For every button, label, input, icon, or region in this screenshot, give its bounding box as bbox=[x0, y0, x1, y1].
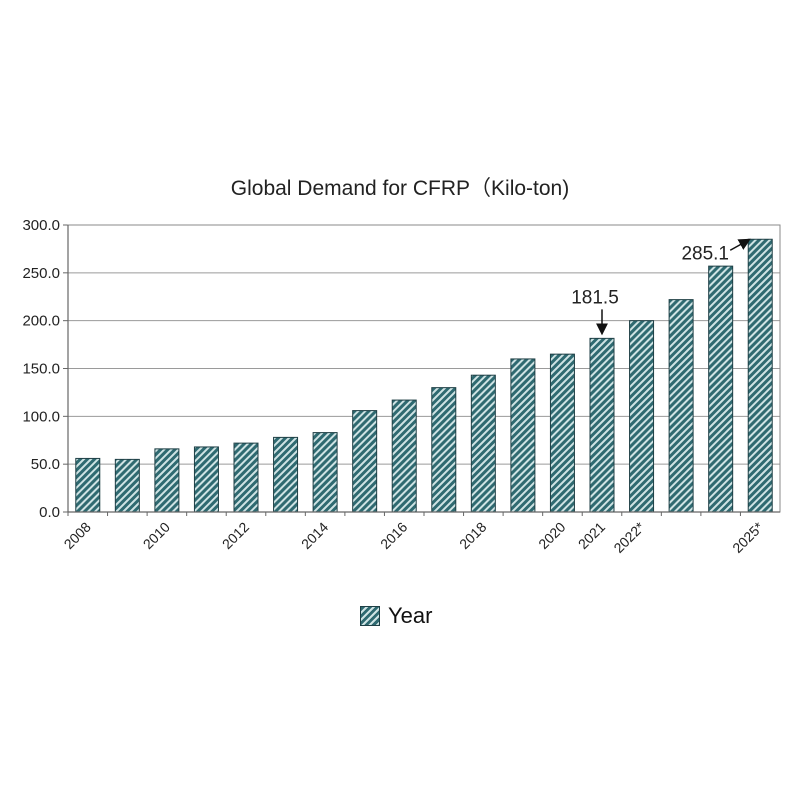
bar-2023 bbox=[668, 299, 694, 513]
x-tick-label: 2016 bbox=[377, 519, 410, 552]
x-tick-labels: 2008 2010 2012 2014 2016 2018 2020 2021 2022* 202… bbox=[61, 518, 767, 556]
bar-2016 bbox=[391, 399, 417, 513]
x-tick-label: 2010 bbox=[140, 519, 173, 552]
annotation-label: 181.5 bbox=[571, 287, 619, 308]
x-tick-label: 2022* bbox=[610, 518, 648, 556]
bar-2022* bbox=[629, 320, 655, 513]
x-tick-label: 2012 bbox=[219, 519, 252, 552]
x-tick-label: 2020 bbox=[535, 519, 568, 552]
bar-2024 bbox=[708, 265, 734, 513]
bar-2021 bbox=[589, 337, 615, 513]
y-tick-label: 250.0 bbox=[22, 265, 60, 282]
bar-2025* bbox=[747, 238, 773, 513]
bar-2010 bbox=[154, 448, 180, 513]
x-tick-label: 2014 bbox=[298, 519, 331, 552]
legend: Year bbox=[360, 601, 432, 631]
bars bbox=[75, 238, 773, 513]
x-tick-label: 2008 bbox=[61, 519, 94, 552]
x-tick-label: 2021 bbox=[575, 519, 608, 552]
bar-2015 bbox=[352, 410, 378, 513]
y-tick-label: 150.0 bbox=[22, 361, 60, 378]
bar-2008 bbox=[75, 457, 101, 513]
x-tick-label: 2025* bbox=[729, 518, 767, 556]
x-tick-label: 2018 bbox=[456, 519, 489, 552]
bar-2013 bbox=[273, 436, 299, 513]
chart-title: Global Demand for CFRP（Kilo-ton) bbox=[230, 177, 570, 200]
annotation-label: 285.1 bbox=[681, 243, 729, 264]
legend-swatch bbox=[360, 606, 380, 626]
y-tick-labels: 0.0 50.0 100.0 150.0 200.0 250.0 300.0 bbox=[22, 217, 60, 521]
bar-2012 bbox=[233, 442, 259, 513]
y-tick-label: 50.0 bbox=[31, 456, 60, 473]
bar-2017 bbox=[431, 387, 457, 513]
annotation-arrow bbox=[729, 238, 751, 251]
bar-2009 bbox=[114, 458, 140, 513]
annotations: 181.5 285.1 bbox=[571, 238, 751, 336]
y-tick-label: 0.0 bbox=[39, 504, 60, 521]
y-tick-label: 100.0 bbox=[22, 408, 60, 425]
y-tick-label: 200.0 bbox=[22, 313, 60, 330]
y-tick-label: 300.0 bbox=[22, 217, 60, 234]
bar-2018 bbox=[470, 374, 496, 513]
legend-label: Year bbox=[388, 603, 433, 628]
bar-2011 bbox=[193, 446, 219, 513]
bar-2019 bbox=[510, 358, 536, 513]
axes bbox=[63, 224, 781, 516]
bar-2014 bbox=[312, 432, 338, 513]
bar-2020 bbox=[549, 353, 575, 513]
